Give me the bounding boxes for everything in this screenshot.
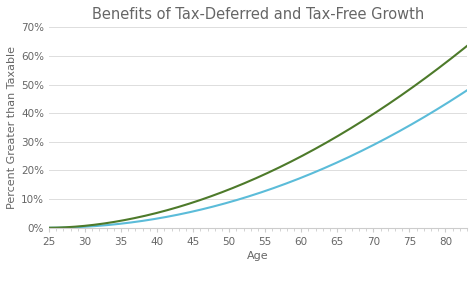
Traditional IRA Savings — [247, 194, 253, 198]
Roth IRA Savings — [295, 157, 301, 160]
Roth IRA Savings — [273, 168, 278, 171]
Roth IRA Savings — [245, 180, 250, 184]
Roth IRA Savings — [389, 100, 394, 104]
Traditional IRA Savings — [464, 88, 470, 92]
Traditional IRA Savings — [245, 195, 250, 199]
Traditional IRA Savings — [273, 186, 278, 189]
Line: Traditional IRA Savings: Traditional IRA Savings — [49, 90, 467, 228]
Y-axis label: Percent Greater than Taxable: Percent Greater than Taxable — [7, 46, 17, 209]
Traditional IRA Savings — [389, 134, 394, 137]
Title: Benefits of Tax-Deferred and Tax-Free Growth: Benefits of Tax-Deferred and Tax-Free Gr… — [92, 7, 424, 22]
Traditional IRA Savings — [454, 95, 460, 99]
Roth IRA Savings — [454, 52, 460, 56]
Line: Roth IRA Savings: Roth IRA Savings — [49, 46, 467, 228]
Roth IRA Savings — [46, 226, 52, 230]
Roth IRA Savings — [247, 179, 253, 182]
Traditional IRA Savings — [46, 226, 52, 230]
Traditional IRA Savings — [295, 177, 301, 181]
Roth IRA Savings — [464, 44, 470, 48]
X-axis label: Age: Age — [247, 251, 269, 261]
